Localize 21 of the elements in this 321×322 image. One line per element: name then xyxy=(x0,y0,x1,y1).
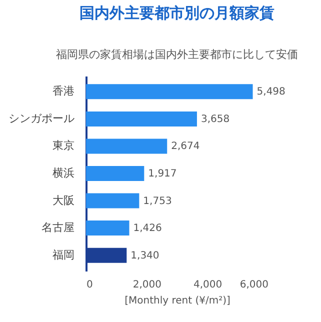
y-tick-label: 大阪 xyxy=(52,194,74,207)
data-label: 1,340 xyxy=(130,250,160,262)
data-label: 2,674 xyxy=(171,141,200,152)
data-label: 5,498 xyxy=(256,86,286,98)
chart-title: 国内外主要都市別の月額家賃 xyxy=(80,4,274,22)
y-tick-label: シンガポール xyxy=(8,112,74,125)
y-tick-label: 東京 xyxy=(52,139,74,152)
x-tick-label: 0 xyxy=(86,280,93,290)
y-tick-label: 名古屋 xyxy=(42,221,74,234)
x-tick-label: 4,000 xyxy=(194,280,222,290)
x-tick-label: 2,000 xyxy=(132,280,162,290)
y-tick-label: 福岡 xyxy=(52,248,74,262)
data-label: 1,753 xyxy=(143,196,172,207)
y-tick-label: 横浜 xyxy=(52,166,74,180)
data-label: 1,917 xyxy=(148,168,177,180)
x-axis-title: [Monthly rent (¥/m²)] xyxy=(124,296,230,306)
y-tick-label: 香港 xyxy=(52,84,74,98)
data-label: 1,426 xyxy=(133,223,162,234)
chart-subtitle: 福岡県の家賃相場は国内外主要都市に比して安価 xyxy=(56,48,298,61)
data-label: 3,658 xyxy=(200,114,230,125)
x-tick-label: 6,000 xyxy=(240,280,268,290)
